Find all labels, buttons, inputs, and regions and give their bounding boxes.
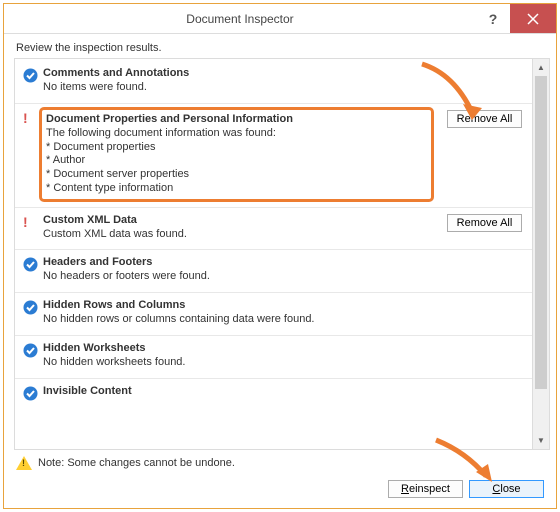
result-heading: Comments and Annotations [43,67,432,79]
status-icon: ! [23,214,43,229]
close-icon [527,13,539,25]
result-heading: Hidden Rows and Columns [43,299,432,311]
vertical-scrollbar[interactable]: ▲ ▼ [533,58,550,450]
scroll-track[interactable] [533,76,549,432]
result-desc: No hidden rows or columns containing dat… [43,313,432,327]
scroll-up-icon[interactable]: ▲ [533,59,549,76]
warning-triangle-icon [16,456,32,470]
status-icon [23,67,43,86]
result-item: Invisible Content [15,379,532,404]
result-item: !Document Properties and Personal Inform… [15,104,532,208]
results-area: Comments and Annotations No items were fo… [14,58,550,450]
result-body: Hidden Worksheets No hidden worksheets fo… [43,342,432,370]
close-label: Close [492,483,520,495]
status-icon [23,385,43,404]
result-body: Custom XML Data Custom XML data was found… [43,214,432,242]
check-icon [23,300,38,315]
result-bullets: * Document properties* Author* Document … [46,141,429,196]
status-icon [23,256,43,275]
status-icon [23,342,43,361]
results-list: Comments and Annotations No items were fo… [14,58,533,450]
dialog-title: Document Inspector [4,4,476,33]
result-item: Hidden Worksheets No hidden worksheets fo… [15,336,532,379]
check-icon [23,257,38,272]
titlebar: Document Inspector ? [4,4,556,34]
scroll-thumb[interactable] [535,76,547,389]
check-icon [23,68,38,83]
check-icon [23,386,38,401]
result-item: Hidden Rows and Columns No hidden rows or… [15,293,532,336]
scroll-down-icon[interactable]: ▼ [533,432,549,449]
result-body: Comments and Annotations No items were fo… [43,67,432,95]
reinspect-button[interactable]: Reinspect [388,480,463,498]
result-desc: No headers or footers were found. [43,270,432,284]
dialog-buttons: Reinspect Close [4,476,556,508]
result-heading: Headers and Footers [43,256,432,268]
result-body: Hidden Rows and Columns No hidden rows or… [43,299,432,327]
result-item: Headers and Footers No headers or footers… [15,250,532,293]
result-item: !Custom XML Data Custom XML data was foun… [15,208,532,251]
window-close-button[interactable] [510,4,556,33]
result-body: Invisible Content [43,385,432,397]
result-desc: Custom XML data was found. [43,228,432,242]
result-heading: Document Properties and Personal Informa… [46,113,429,125]
result-item: Comments and Annotations No items were fo… [15,61,532,104]
footer-note: Note: Some changes cannot be undone. [4,450,556,476]
remove-all-button[interactable]: Remove All [447,214,522,232]
result-heading: Custom XML Data [43,214,432,226]
result-heading: Invisible Content [43,385,432,397]
result-desc: No hidden worksheets found. [43,356,432,370]
result-body: Headers and Footers No headers or footers… [43,256,432,284]
result-body: Document Properties and Personal Informa… [43,110,432,199]
result-desc: The following document information was f… [46,127,429,141]
instruction-text: Review the inspection results. [4,34,556,58]
check-icon [23,343,38,358]
result-action: Remove All [432,110,522,128]
exclamation-icon: ! [23,215,43,229]
help-button[interactable]: ? [476,4,510,33]
footer-note-text: Note: Some changes cannot be undone. [38,457,235,469]
result-desc: No items were found. [43,81,432,95]
status-icon [23,299,43,318]
close-button[interactable]: Close [469,480,544,498]
remove-all-button[interactable]: Remove All [447,110,522,128]
result-heading: Hidden Worksheets [43,342,432,354]
highlight-box: Document Properties and Personal Informa… [39,107,434,202]
document-inspector-dialog: Document Inspector ? Review the inspecti… [3,3,557,509]
reinspect-label: Reinspect [401,483,450,495]
result-action: Remove All [432,214,522,232]
